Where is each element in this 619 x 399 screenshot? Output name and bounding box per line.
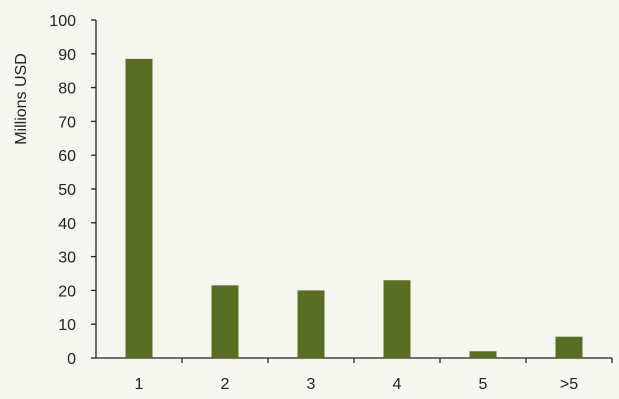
x-tick-label: 5 bbox=[479, 376, 488, 393]
x-tick-label: 1 bbox=[135, 376, 144, 393]
y-tick-label: 10 bbox=[58, 317, 76, 334]
x-tick-label: >5 bbox=[560, 376, 578, 393]
y-tick-label: 90 bbox=[58, 47, 76, 64]
y-tick-label: 70 bbox=[58, 114, 76, 131]
bar-5 bbox=[469, 351, 497, 358]
x-tick-labels: 1 2 3 4 5 >5 bbox=[135, 376, 579, 393]
y-tick-label: 80 bbox=[58, 81, 76, 98]
y-tick-label: 100 bbox=[49, 13, 76, 30]
x-tick-label: 3 bbox=[307, 376, 316, 393]
bar-2 bbox=[211, 285, 239, 358]
axes bbox=[91, 19, 613, 363]
bars bbox=[125, 58, 583, 359]
y-tick-label: 40 bbox=[58, 216, 76, 233]
y-tick-labels: 0 10 20 30 40 50 60 70 80 90 100 bbox=[49, 13, 76, 368]
y-tick-label: 50 bbox=[58, 182, 76, 199]
x-tick-label: 4 bbox=[393, 376, 402, 393]
y-tick-label: 0 bbox=[67, 351, 76, 368]
bar-1 bbox=[125, 58, 153, 359]
y-axis-label: Millions USD bbox=[13, 53, 30, 145]
y-tick-label: 30 bbox=[58, 250, 76, 267]
bar-gt5 bbox=[555, 336, 583, 358]
x-tick-label: 2 bbox=[221, 376, 230, 393]
y-tick-label: 60 bbox=[58, 148, 76, 165]
bar-4 bbox=[383, 280, 411, 358]
y-tick-label: 20 bbox=[58, 283, 76, 300]
bar-3 bbox=[297, 290, 325, 358]
